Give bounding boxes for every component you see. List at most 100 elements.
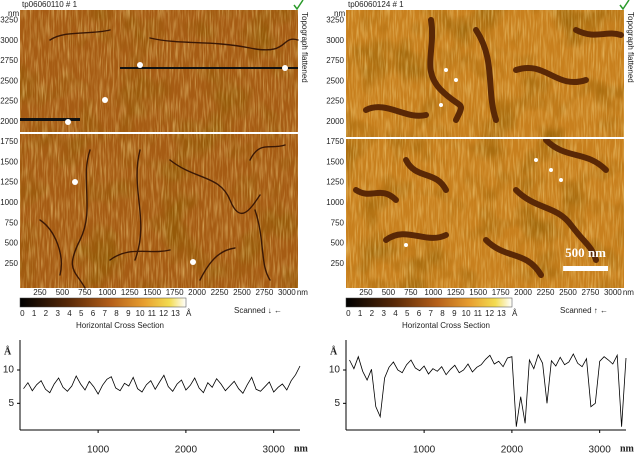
afm-features <box>20 29 299 289</box>
x-tick-label: 1750 <box>492 288 510 297</box>
colorbar-tick-label: 9 <box>126 309 131 318</box>
x-tick-label: 1500 <box>469 288 487 297</box>
molecule <box>543 137 609 173</box>
x-tick-label: 250 <box>359 288 373 297</box>
x-tick-label: 500 <box>56 288 70 297</box>
x-tick-label: 2500 <box>233 288 251 297</box>
molecule <box>513 65 589 85</box>
particle <box>102 97 108 103</box>
particle <box>534 158 538 162</box>
y-tick-label: 3000 <box>0 36 18 45</box>
y-tick-label: 3000 <box>326 36 344 45</box>
colorbar-tick-label: 3 <box>381 309 386 318</box>
colorbar-tick-label: 8 <box>440 309 445 318</box>
x-tick-label: 1250 <box>121 288 139 297</box>
y-tick-label: 1000 <box>0 198 18 207</box>
colorbar-tick-label: 1 <box>358 309 363 318</box>
molecule <box>573 27 624 38</box>
y-tick-label: 5 <box>334 398 340 409</box>
x-tick-label: 750 <box>78 288 92 297</box>
x-tick-label: 2000 <box>175 445 198 453</box>
scan-direction: Scanned ↓ ← <box>234 306 282 315</box>
x-unit: nm <box>297 288 308 297</box>
x-axis-label: nm <box>620 443 635 453</box>
x-tick-label: 1000 <box>87 445 110 453</box>
colorbar-tick-label: 0 <box>346 309 351 318</box>
profile-line <box>23 365 301 395</box>
colorbar <box>19 297 187 308</box>
colorbar-tick-label: 2 <box>370 309 375 318</box>
y-tick-label: 3250 <box>0 16 18 25</box>
x-tick-label: 3000 <box>278 288 296 297</box>
y-tick-label: 5 <box>8 398 14 409</box>
y-unit: nm <box>8 9 19 18</box>
colorbar-tick-label: 7 <box>103 309 108 318</box>
y-tick-label: 500 <box>331 239 345 248</box>
y-tick-label: 1250 <box>0 178 18 187</box>
y-tick-label: 250 <box>5 259 19 268</box>
colorbar-tick-label: 4 <box>393 309 398 318</box>
afm-texture <box>20 10 298 288</box>
molecule <box>353 187 399 203</box>
x-tick-label: 3000 <box>604 288 622 297</box>
colorbar-tick-label: 6 <box>417 309 422 318</box>
molecule <box>71 149 91 289</box>
x-tick-label: 3000 <box>589 445 612 453</box>
molecule <box>383 231 449 243</box>
molecule <box>169 159 261 215</box>
particle <box>72 179 78 185</box>
y-tick-label: 2000 <box>0 117 18 126</box>
caption: Horizontal Cross Section <box>402 321 490 330</box>
molecule <box>254 209 271 281</box>
scale-bar <box>563 266 608 271</box>
check-mark <box>619 0 630 11</box>
x-tick-label: 750 <box>404 288 418 297</box>
y-tick-label: 2500 <box>326 76 344 85</box>
colorbar-tick-label: 3 <box>55 309 60 318</box>
x-tick-label: 2250 <box>211 288 229 297</box>
y-axis-label: Å <box>330 345 338 357</box>
y-tick-label: 2750 <box>0 56 18 65</box>
x-tick-label: 1000 <box>424 288 442 297</box>
image-title: tp06060124 # 1 <box>348 0 404 9</box>
scan-streak <box>120 67 298 69</box>
x-tick-label: 3000 <box>263 445 286 453</box>
y-tick-label: 2750 <box>326 56 344 65</box>
y-tick-label: 10 <box>329 365 341 376</box>
y-tick-label: 500 <box>5 239 19 248</box>
y-tick-label: 3250 <box>326 16 344 25</box>
colorbar-tick-label: 13 <box>497 309 506 318</box>
particle <box>137 62 143 68</box>
particle <box>190 259 196 265</box>
y-tick-label: 1250 <box>326 178 344 187</box>
particle <box>439 103 443 107</box>
x-tick-label: 2750 <box>582 288 600 297</box>
scan-streak <box>20 118 80 121</box>
colorbar-tick-label: 7 <box>429 309 434 318</box>
x-tick-label: 2500 <box>559 288 577 297</box>
x-tick-label: 2000 <box>501 445 524 453</box>
colorbar-tick-label: 2 <box>44 309 49 318</box>
y-tick-label: 2000 <box>326 117 344 126</box>
colorbar-tick-label: 12 <box>485 309 494 318</box>
y-tick-label: 1000 <box>326 198 344 207</box>
x-tick-label: 2750 <box>256 288 274 297</box>
colorbar-tick-label: 6 <box>91 309 96 318</box>
colorbar-tick-label: 5 <box>79 309 84 318</box>
molecule <box>427 17 464 123</box>
molecule <box>249 144 286 161</box>
image-title: tp06060110 # 1 <box>22 0 78 9</box>
particle <box>404 243 408 247</box>
colorbar-tick-label: 4 <box>67 309 72 318</box>
molecule <box>403 157 449 193</box>
x-tick-label: 250 <box>33 288 47 297</box>
colorbar-tick-label: 12 <box>159 309 168 318</box>
colorbar-tick-label: 11 <box>148 309 157 318</box>
side-label: Topograph flattened <box>300 12 309 83</box>
colorbar-unit: Å <box>186 309 192 318</box>
molecule <box>49 29 111 41</box>
molecule <box>363 104 429 119</box>
molecule <box>473 27 499 123</box>
